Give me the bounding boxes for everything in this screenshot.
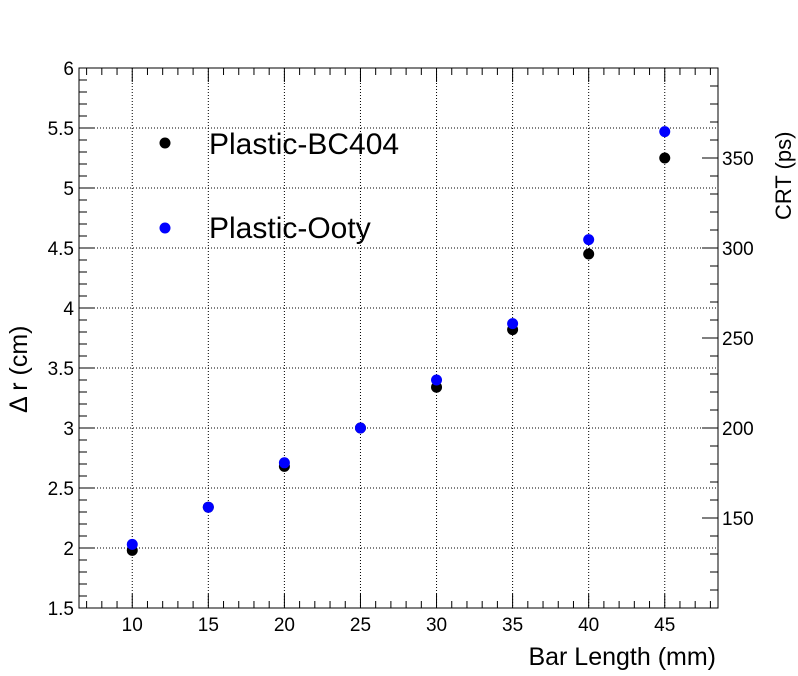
y2-tick-label: 150 (722, 509, 754, 530)
data-point-plastic-ooty (354, 422, 366, 434)
data-point-plastic-ooty (278, 457, 290, 469)
y-tick-label: 1.5 (48, 599, 74, 620)
y2-tick-label: 350 (722, 149, 754, 170)
legend: Plastic-BC404 Plastic-Ooty (159, 128, 399, 245)
x-tick-label: 35 (502, 615, 523, 636)
y2-tick-label: 300 (722, 239, 754, 260)
x-tick-label: 25 (350, 615, 371, 636)
y-tick-label: 6 (63, 59, 74, 80)
data-points (126, 126, 671, 556)
y-tick-label: 3 (63, 419, 74, 440)
x-tick-label: 45 (654, 615, 675, 636)
y-tick-label: 4 (63, 299, 74, 320)
data-point-plastic-bc404 (583, 248, 595, 260)
x-axis-title: Bar Length (mm) (528, 643, 716, 671)
legend-label-plastic-bc404: Plastic-BC404 (209, 128, 399, 161)
plot-frame (78, 67, 719, 609)
data-point-plastic-ooty (583, 234, 595, 246)
y-tick-label: 4.5 (48, 239, 74, 260)
grid (79, 68, 718, 608)
y-tick-label: 2 (63, 539, 74, 560)
x-tick-label: 15 (198, 615, 219, 636)
data-point-plastic-ooty (431, 374, 443, 386)
data-point-plastic-ooty (659, 126, 671, 138)
y-tick-label: 5.5 (48, 119, 74, 140)
y2-tick-label: 250 (722, 329, 754, 350)
x-tick-label: 40 (578, 615, 599, 636)
x-tick-label: 10 (122, 615, 143, 636)
data-point-plastic-ooty (126, 538, 138, 550)
x-tick-label: 30 (426, 615, 447, 636)
axis-ticks (79, 67, 718, 609)
y2-tick-label: 200 (722, 419, 754, 440)
data-point-plastic-ooty (202, 501, 214, 513)
legend-label-plastic-ooty: Plastic-Ooty (209, 212, 371, 245)
tick-labels: 10 15 20 25 30 35 40 45 1.5 2 2.5 3 3.5 4 4.5 5 5.5 6 150 2… (48, 59, 754, 636)
legend-marker-plastic-bc404 (159, 137, 171, 149)
y2-axis-title: CRT (ps) (771, 132, 796, 220)
x-tick-label: 20 (274, 615, 295, 636)
y-tick-label: 3.5 (48, 359, 74, 380)
data-point-plastic-ooty (507, 318, 519, 330)
y-axis-title: Δ r (cm) (5, 325, 33, 413)
y-tick-label: 2.5 (48, 479, 74, 500)
y-tick-label: 5 (63, 179, 74, 200)
legend-marker-plastic-ooty (159, 222, 171, 234)
data-point-plastic-bc404 (659, 152, 671, 164)
